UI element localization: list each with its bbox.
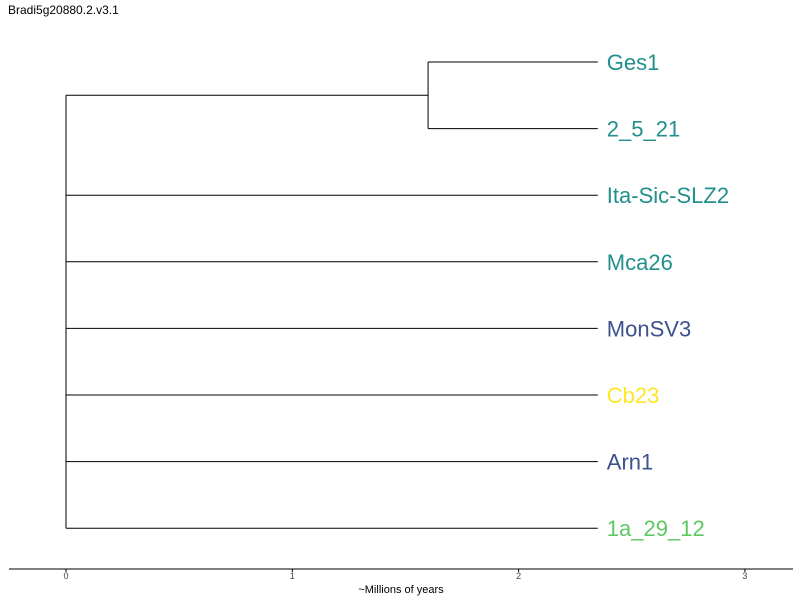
axis-label: ~Millions of years: [358, 584, 444, 596]
axis-tick-label-0: 0: [63, 571, 68, 581]
axis-tick-label-2: 2: [516, 571, 521, 581]
axis-tick-label-1: 1: [290, 571, 295, 581]
tip-label-5: Cb23: [607, 383, 660, 408]
tip-label-1: 2_5_21: [607, 117, 680, 142]
axis-ticks: 0 1 2 3: [63, 569, 747, 581]
axis-tick-label-3: 3: [742, 571, 747, 581]
tip-label-7: 1a_29_12: [607, 516, 705, 541]
tip-label-3: Mca26: [607, 250, 673, 275]
tip-label-6: Arn1: [607, 450, 653, 475]
tip-label-2: Ita-Sic-SLZ2: [607, 183, 729, 208]
tree-branches: [65, 61, 598, 529]
plot-title: Bradi5g20880.2.v3.1: [8, 3, 119, 17]
tip-label-4: MonSV3: [607, 316, 691, 341]
tip-labels: Ges1 2_5_21 Ita-Sic-SLZ2 Mca26 MonSV3 Cb23 Arn…: [607, 50, 729, 541]
tip-label-0: Ges1: [607, 50, 660, 75]
time-axis: 0 1 2 3 ~Millions of years: [9, 568, 793, 596]
